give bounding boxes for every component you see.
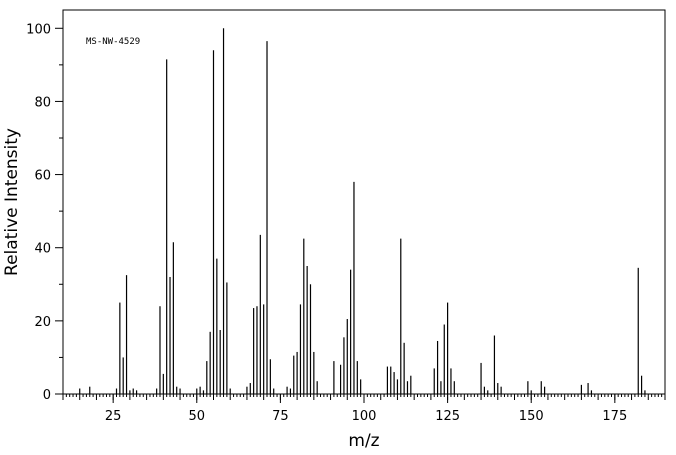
x-tick-label: 150 bbox=[519, 409, 544, 424]
minor-ticks bbox=[59, 64, 666, 400]
y-tick-label: 100 bbox=[26, 22, 51, 37]
x-tick-label: 50 bbox=[189, 409, 206, 424]
x-tick-label: 75 bbox=[272, 409, 289, 424]
x-axis-title: m/z bbox=[348, 431, 379, 451]
x-axis-ticks: 25 50 75 100 125 150 175 bbox=[105, 394, 627, 424]
x-tick-label: 100 bbox=[352, 409, 377, 424]
y-tick-label: 0 bbox=[43, 388, 51, 403]
spectrum-id-annotation: MS-NW-4529 bbox=[86, 37, 140, 47]
plot-frame bbox=[62, 9, 666, 395]
y-tick-label: 20 bbox=[34, 315, 51, 330]
y-tick-label: 40 bbox=[34, 242, 51, 257]
y-axis-title: Relative Intensity bbox=[2, 128, 22, 276]
y-tick-label: 80 bbox=[34, 95, 51, 110]
spectrum-peaks bbox=[79, 28, 646, 394]
x-tick-label: 175 bbox=[602, 409, 627, 424]
x-tick-label: 125 bbox=[435, 409, 460, 424]
y-axis-ticks: 0 20 40 60 80 100 bbox=[26, 22, 63, 403]
x-tick-label: 25 bbox=[105, 409, 122, 424]
y-tick-label: 60 bbox=[34, 169, 51, 184]
